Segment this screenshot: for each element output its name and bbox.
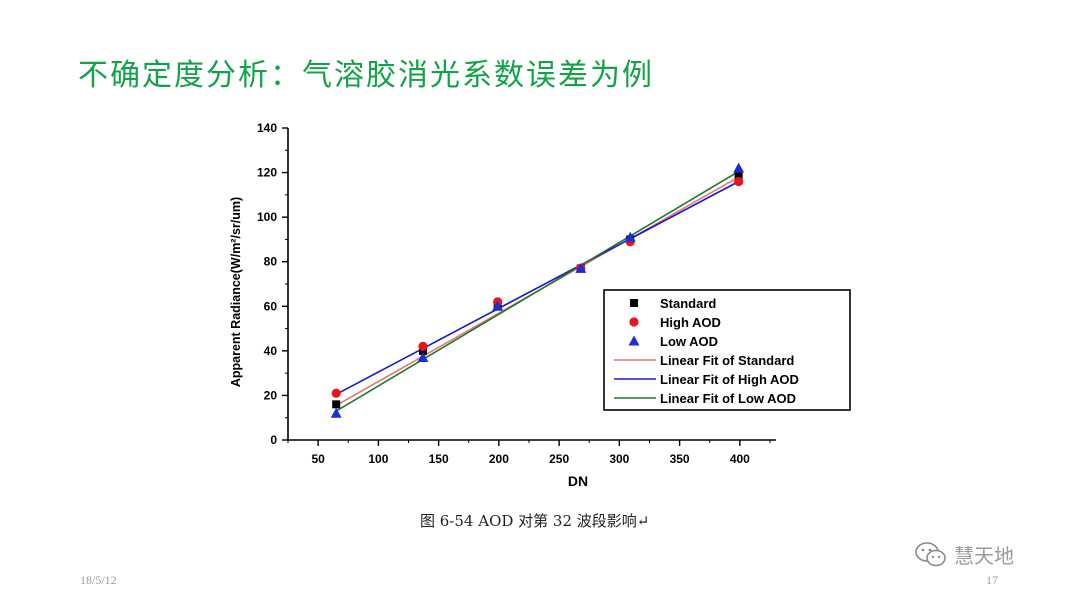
x-tick-label: 250 bbox=[549, 452, 569, 466]
data-point bbox=[733, 162, 745, 173]
data-point bbox=[492, 300, 504, 311]
fit-lines bbox=[335, 170, 740, 412]
wechat-icon bbox=[915, 541, 946, 566]
legend: Standard High AOD Low AOD Linear Fit of Sta… bbox=[603, 289, 851, 411]
x-axis-title: DN bbox=[568, 473, 588, 489]
data-point bbox=[418, 341, 428, 351]
legend-marker bbox=[630, 299, 638, 307]
data-points bbox=[330, 162, 745, 418]
y-tick-label: 60 bbox=[264, 299, 278, 313]
legend-label: Linear Fit of High AOD bbox=[660, 372, 799, 387]
x-tick-label: 200 bbox=[489, 452, 509, 466]
chart-axes: 50 100 150 200 250 300 350 400 0 20 40 60 80 100 120 14… bbox=[229, 121, 776, 489]
x-tick-label: 50 bbox=[311, 452, 325, 466]
footer-date: 18/5/12 bbox=[80, 573, 117, 587]
y-tick-label: 20 bbox=[264, 388, 278, 402]
x-tick-label: 350 bbox=[670, 452, 690, 466]
legend-label: Low AOD bbox=[660, 334, 718, 349]
data-point bbox=[331, 388, 341, 398]
data-point bbox=[734, 176, 744, 187]
chart: 50 100 150 200 250 300 350 400 0 20 40 60 80 100 120 14… bbox=[229, 121, 851, 489]
legend-label: High AOD bbox=[660, 315, 721, 330]
legend-label: Standard bbox=[660, 296, 716, 311]
figure-caption: 图 6-54 AOD 对第 32 波段影响↵ bbox=[420, 512, 650, 530]
y-tick-label: 80 bbox=[264, 255, 278, 269]
y-tick-label: 140 bbox=[257, 121, 277, 135]
y-tick-label: 0 bbox=[270, 433, 277, 447]
y-tick-label: 100 bbox=[257, 210, 277, 224]
y-tick-label: 120 bbox=[257, 166, 277, 180]
legend-box bbox=[603, 289, 851, 411]
fit-line bbox=[335, 180, 740, 396]
watermark: 慧天地 bbox=[914, 540, 1014, 569]
slide-title: 不确定度分析：气溶胶消光系数误差为例 bbox=[78, 58, 654, 93]
data-point bbox=[575, 262, 587, 273]
page-number: 17 bbox=[986, 573, 998, 587]
data-point bbox=[332, 400, 341, 409]
legend-marker bbox=[629, 317, 639, 327]
fit-line bbox=[335, 170, 740, 412]
legend-marker bbox=[628, 335, 640, 346]
data-point bbox=[624, 231, 636, 242]
legend-label: Linear Fit of Standard bbox=[660, 353, 794, 368]
y-tick-label: 40 bbox=[264, 344, 278, 358]
legend-label: Linear Fit of Low AOD bbox=[660, 391, 796, 406]
data-point bbox=[417, 352, 429, 363]
watermark-text: 慧天地 bbox=[954, 544, 1014, 568]
y-axis-title: Apparent Radiance(W/m²/sr/um) bbox=[229, 197, 243, 387]
x-tick-label: 400 bbox=[730, 452, 750, 466]
data-point bbox=[734, 170, 743, 179]
x-tick-label: 100 bbox=[368, 452, 388, 466]
data-point bbox=[330, 407, 342, 418]
x-tick-label: 300 bbox=[609, 452, 629, 466]
x-tick-label: 150 bbox=[429, 452, 449, 466]
